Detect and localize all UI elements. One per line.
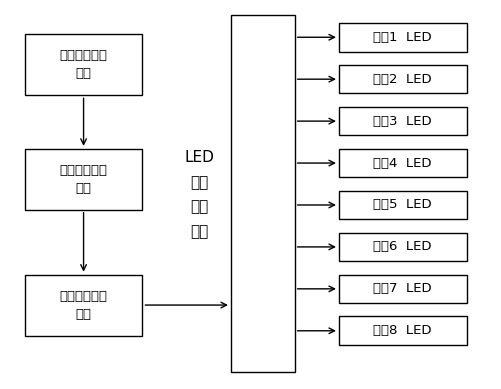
Bar <box>339 65 466 93</box>
Bar <box>25 149 142 210</box>
Text: 通道5  LED: 通道5 LED <box>373 198 432 212</box>
Bar <box>339 107 466 135</box>
Text: 通道8  LED: 通道8 LED <box>373 324 432 337</box>
Bar <box>339 191 466 219</box>
Text: 通道6  LED: 通道6 LED <box>373 240 432 253</box>
Text: 通道7  LED: 通道7 LED <box>373 282 432 295</box>
Text: LED
状态
控制
模块: LED 状态 控制 模块 <box>184 150 214 239</box>
Text: 通道4  LED: 通道4 LED <box>373 156 432 170</box>
Bar <box>339 275 466 303</box>
Bar <box>25 34 142 95</box>
Text: 通道3  LED: 通道3 LED <box>373 115 432 128</box>
Bar <box>339 149 466 177</box>
Bar <box>339 317 466 345</box>
Bar <box>231 15 295 372</box>
Text: 数据对比判断
模块: 数据对比判断 模块 <box>60 289 108 321</box>
Text: 触发信号识别
模块: 触发信号识别 模块 <box>60 49 108 81</box>
Text: 通道2  LED: 通道2 LED <box>373 73 432 86</box>
Bar <box>25 275 142 336</box>
Bar <box>339 233 466 261</box>
Bar <box>339 23 466 52</box>
Text: 通道1  LED: 通道1 LED <box>373 31 432 44</box>
Text: 数据采集解析
模块: 数据采集解析 模块 <box>60 164 108 195</box>
